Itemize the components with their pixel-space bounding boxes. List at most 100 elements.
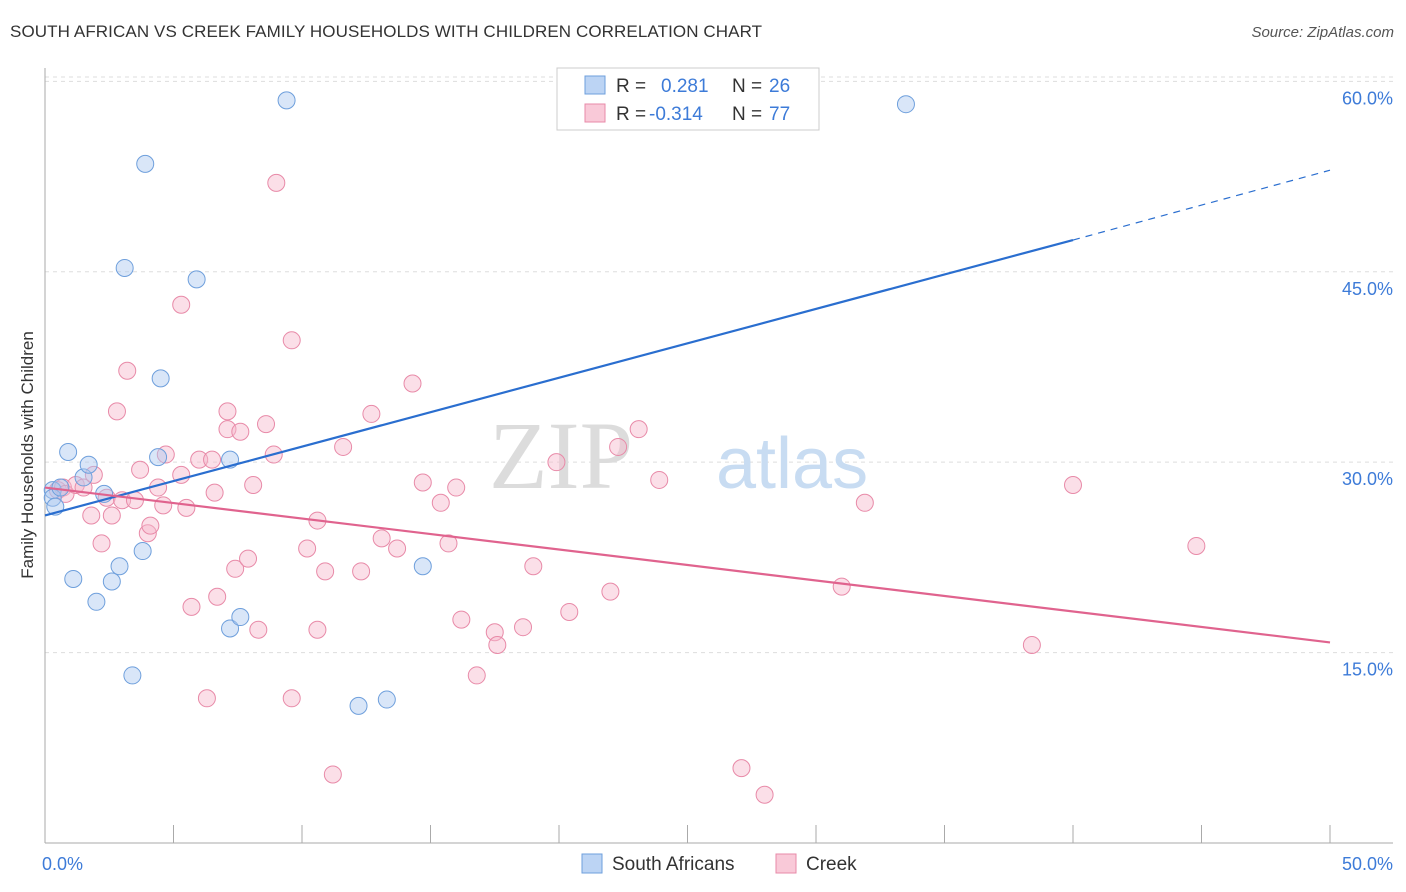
creek-point — [403, 374, 422, 393]
south-africans-point — [79, 455, 98, 474]
creek-point — [84, 465, 103, 484]
bottom-legend-swatch-blue — [581, 853, 603, 874]
creek-point — [218, 402, 237, 421]
creek-point — [82, 506, 101, 525]
legend-n-label-pink: N = — [732, 104, 762, 125]
bottom-legend-label-blue: South Africans — [612, 854, 735, 875]
legend-n-label-blue: N = — [732, 76, 762, 97]
south-africans-point — [413, 557, 432, 576]
legend-r-value-blue: 0.281 — [661, 76, 709, 97]
creek-point — [316, 562, 335, 581]
south-africans-point — [231, 608, 250, 627]
creek-point — [172, 295, 191, 314]
x-tick-label-min: 0.0% — [42, 854, 83, 874]
creek-point — [131, 460, 150, 479]
south-africans-point — [110, 557, 129, 576]
legend-swatch-pink — [584, 103, 606, 123]
creek-point — [1022, 635, 1041, 654]
creek-point — [439, 534, 458, 553]
legend-box: R = 0.281 N = 26 R = -0.314 N = 77 — [556, 67, 820, 131]
creek-point — [118, 361, 137, 380]
creek-point — [239, 549, 258, 568]
y-tick-label: 15.0% — [1342, 660, 1393, 680]
creek-point — [334, 437, 353, 456]
south-africans-point — [187, 270, 206, 289]
creek-point — [855, 493, 874, 512]
south-africans-point — [64, 569, 83, 588]
creek-point — [226, 559, 245, 578]
creek-point — [452, 610, 471, 629]
chart-title: SOUTH AFRICAN VS CREEK FAMILY HOUSEHOLDS… — [10, 22, 763, 41]
south-africans-point — [133, 542, 152, 561]
bottom-legend: South Africans Creek — [581, 853, 857, 875]
watermark-atlas: atlas — [716, 424, 868, 504]
creek-point — [629, 420, 648, 439]
creek-point — [447, 478, 466, 497]
bottom-legend-swatch-pink — [775, 853, 797, 874]
creek-point — [182, 597, 201, 616]
creek-point — [832, 577, 851, 596]
creek-point — [308, 620, 327, 639]
creek-point — [388, 539, 407, 558]
creek-point — [257, 415, 276, 434]
creek-point — [362, 404, 381, 423]
creek-point — [601, 582, 620, 601]
south-africans-trend-line — [44, 238, 1074, 517]
creek-point — [609, 437, 628, 456]
south-africans-point — [115, 258, 134, 277]
creek-point — [560, 602, 579, 621]
legend-r-label-pink: R = — [616, 104, 646, 125]
creek-point — [1064, 476, 1082, 495]
creek-point — [282, 331, 301, 350]
trend-lines — [44, 169, 1331, 644]
creek-point — [190, 450, 209, 469]
south-africans-point — [123, 666, 142, 685]
creek-point — [282, 689, 301, 708]
creek-point — [467, 666, 486, 685]
creek-point — [298, 539, 317, 558]
creek-point — [732, 759, 751, 778]
legend-n-value-blue: 26 — [769, 76, 790, 97]
creek-point — [547, 453, 566, 472]
source-label: Source: ZipAtlas.com — [1251, 24, 1394, 41]
south-africans-points — [43, 91, 915, 715]
legend-swatch-blue — [584, 75, 606, 95]
creek-point — [249, 620, 268, 639]
south-africans-point — [51, 478, 70, 497]
creek-point — [231, 422, 250, 441]
creek-point — [177, 498, 196, 517]
y-tick-label: 30.0% — [1342, 469, 1393, 489]
bottom-legend-label-pink: Creek — [806, 854, 857, 875]
south-africans-point — [149, 448, 168, 467]
legend-r-label-blue: R = — [616, 76, 646, 97]
creek-point — [208, 587, 227, 606]
creek-point — [755, 785, 774, 804]
creek-point — [372, 529, 391, 548]
y-tick-label: 45.0% — [1342, 279, 1393, 299]
south-africans-point — [102, 572, 121, 591]
south-africans-point — [349, 696, 368, 715]
creek-point — [107, 402, 126, 421]
creek-point — [125, 491, 144, 510]
creek-point — [431, 493, 450, 512]
south-africans-trend-extension — [1072, 169, 1331, 241]
south-africans-point — [221, 619, 240, 638]
creek-point — [323, 765, 342, 784]
creek-point — [267, 173, 286, 192]
creek-point — [102, 506, 121, 525]
creek-point — [524, 557, 543, 576]
x-tick-label-max: 50.0% — [1342, 854, 1393, 874]
creek-point — [141, 516, 160, 535]
creek-point — [352, 562, 371, 581]
south-africans-point — [151, 369, 170, 388]
legend-n-value-pink: 77 — [769, 104, 790, 125]
creek-point — [203, 450, 222, 469]
creek-trend-line — [44, 486, 1331, 644]
creek-point — [514, 618, 533, 637]
creek-point — [413, 473, 432, 492]
creek-point — [205, 483, 224, 502]
south-africans-point — [87, 592, 106, 611]
south-africans-point — [136, 154, 155, 173]
creek-point — [244, 476, 263, 495]
